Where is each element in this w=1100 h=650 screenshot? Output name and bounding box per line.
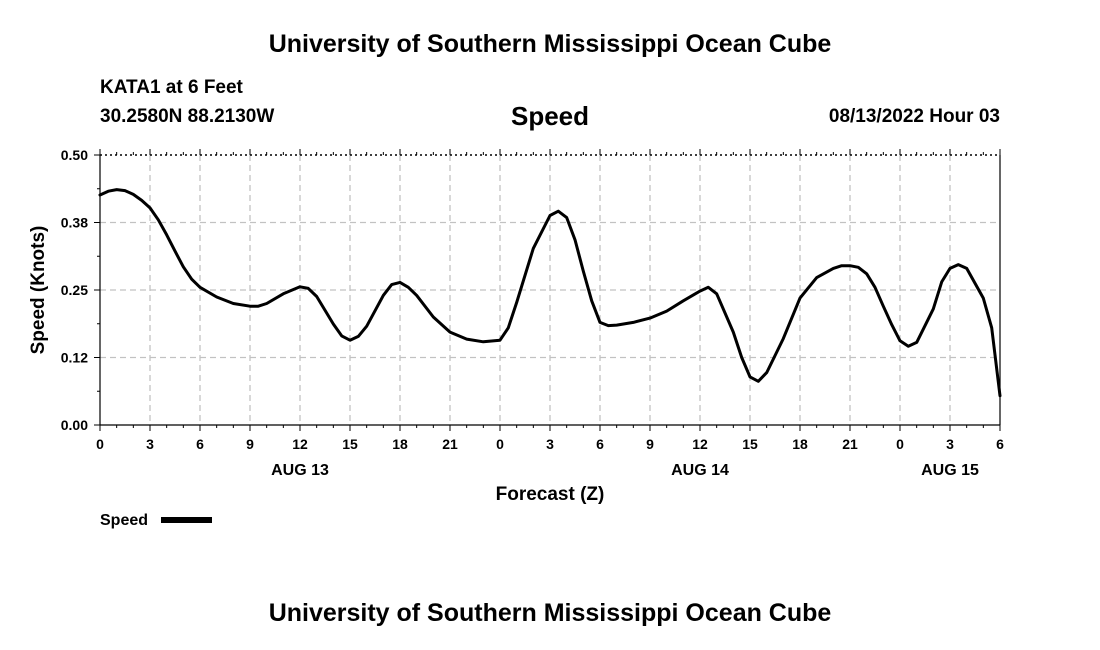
x-tick-label: 15 bbox=[342, 436, 358, 452]
grid-lines bbox=[100, 155, 1000, 425]
legend: Speed bbox=[100, 512, 212, 529]
y-tick-label: 0.50 bbox=[61, 147, 88, 163]
y-tick-label: 0.38 bbox=[61, 215, 88, 231]
x-tick-label: 6 bbox=[196, 436, 204, 452]
x-tick-label: 3 bbox=[146, 436, 154, 452]
x-axis-label: Forecast (Z) bbox=[496, 484, 605, 505]
y-axis-label: Speed (Knots) bbox=[28, 226, 49, 355]
timestamp-label: 08/13/2022 Hour 03 bbox=[828, 106, 1000, 127]
x-tick-label: 6 bbox=[996, 436, 1004, 452]
x-tick-label: 12 bbox=[292, 436, 308, 452]
x-tick-label: 15 bbox=[742, 436, 758, 452]
x-tick-label: 3 bbox=[546, 436, 554, 452]
day-label: AUG 15 bbox=[921, 462, 979, 479]
x-tick-label: 0 bbox=[896, 436, 904, 452]
x-tick-label: 21 bbox=[442, 436, 458, 452]
y-tick-label: 0.25 bbox=[61, 282, 88, 298]
x-tick-label: 18 bbox=[792, 436, 808, 452]
legend-label: Speed bbox=[100, 512, 148, 529]
page-title: University of Southern Mississippi Ocean… bbox=[268, 30, 832, 58]
y-tick-label: 0.00 bbox=[61, 417, 88, 433]
x-tick-label: 3 bbox=[946, 436, 954, 452]
x-tick-label: 0 bbox=[496, 436, 504, 452]
x-axis: 0 3 6 9 12 15 18 21 0 3 6 9 12 15 18 21 0 3 6 AUG 13 AUG 14 A… bbox=[96, 149, 1004, 479]
x-tick-label: 9 bbox=[246, 436, 254, 452]
station-label: KATA1 at 6 Feet bbox=[100, 77, 243, 98]
day-label: AUG 14 bbox=[671, 462, 729, 479]
footer-title: University of Southern Mississippi Ocean… bbox=[268, 599, 832, 627]
x-tick-label: 12 bbox=[692, 436, 708, 452]
x-tick-label: 9 bbox=[646, 436, 654, 452]
x-tick-label: 0 bbox=[96, 436, 104, 452]
legend-swatch bbox=[161, 517, 212, 523]
y-tick-label: 0.12 bbox=[61, 350, 88, 366]
x-tick-label: 18 bbox=[392, 436, 408, 452]
coordinates-label: 30.2580N 88.2130W bbox=[100, 106, 275, 127]
speed-series-line bbox=[98, 188, 1002, 398]
chart-title: Speed bbox=[510, 101, 590, 131]
day-label: AUG 13 bbox=[271, 462, 329, 479]
series-group bbox=[98, 188, 1002, 398]
x-tick-label: 6 bbox=[596, 436, 604, 452]
y-axis: 0.00 0.12 0.25 0.38 0.50 bbox=[61, 147, 100, 433]
x-tick-label: 21 bbox=[842, 436, 858, 452]
